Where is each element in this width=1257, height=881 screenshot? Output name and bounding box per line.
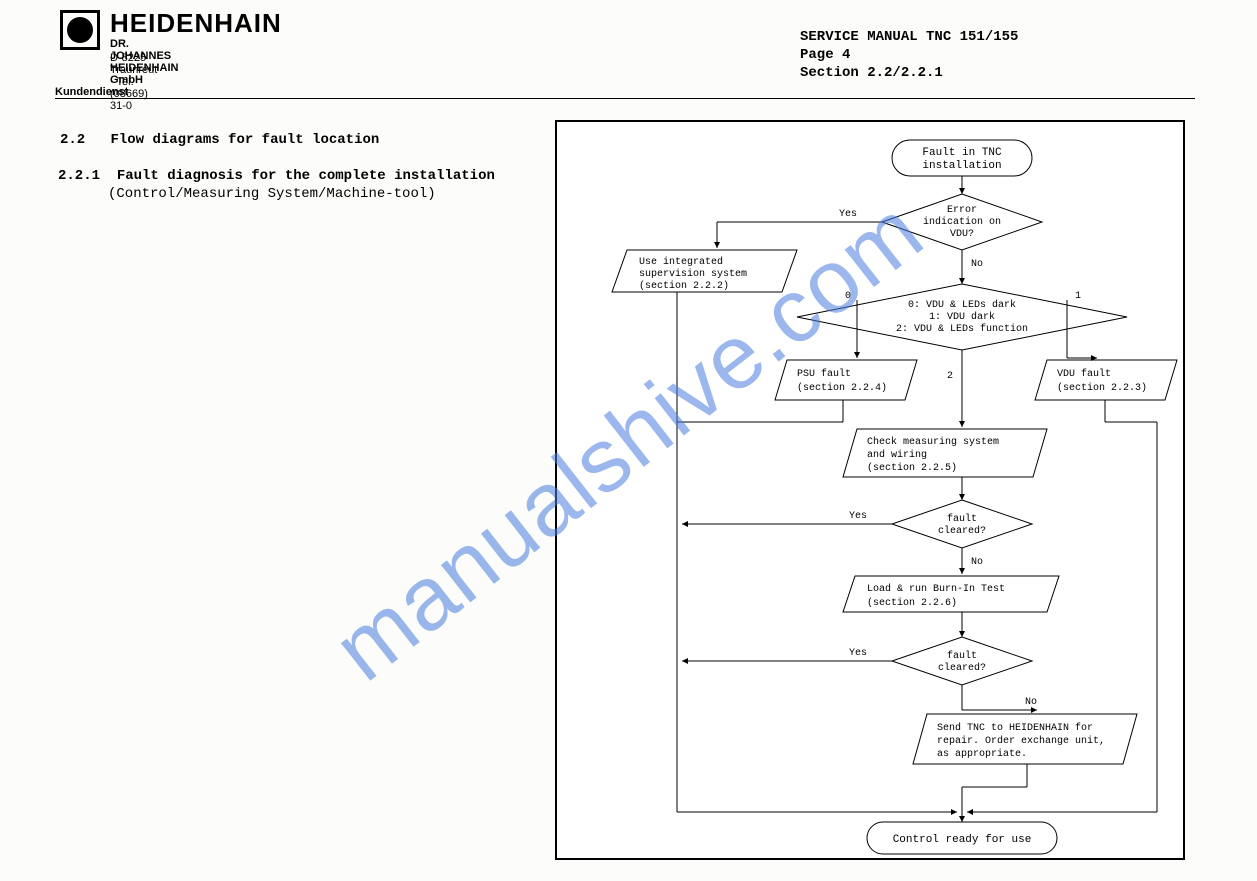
page: HEIDENHAIN DR. JOHANNES HEIDENHAIN GmbH … <box>0 0 1257 881</box>
svg-text:repair. Order exchange unit,: repair. Order exchange unit, <box>937 735 1105 747</box>
svg-text:Fault in TNC: Fault in TNC <box>922 147 1002 159</box>
svg-text:Error: Error <box>947 205 977 216</box>
svg-text:(section 2.2.4): (section 2.2.4) <box>797 382 887 394</box>
heading-2-2: 2.2 Flow diagrams for fault location <box>60 132 379 148</box>
node-dec-fault-cleared-1: fault cleared? <box>892 500 1032 548</box>
svg-text:No: No <box>971 557 983 568</box>
svg-text:cleared?: cleared? <box>938 662 986 674</box>
node-check-measuring: Check measuring system and wiring (secti… <box>843 429 1047 477</box>
svg-text:installation: installation <box>922 160 1001 172</box>
heading-num: 2.2 <box>60 132 85 148</box>
company-address: D-8225 Traunreut · Tel. (08669) 31-0 <box>110 52 157 112</box>
svg-text:Load & run Burn-In Test: Load & run Burn-In Test <box>867 583 1005 595</box>
svg-text:fault: fault <box>947 650 977 662</box>
svg-text:Yes: Yes <box>849 648 867 659</box>
heading-text: Flow diagrams for fault location <box>110 132 379 148</box>
svg-text:Yes: Yes <box>839 209 857 220</box>
node-psu-fault: PSU fault (section 2.2.4) <box>775 360 917 400</box>
svg-text:2: 2 <box>947 371 953 382</box>
node-burn-in: Load & run Burn-In Test (section 2.2.6) <box>843 576 1059 612</box>
flowchart: Fault in TNC installation Error indicati… <box>557 122 1187 862</box>
svg-text:(section 2.2.6): (section 2.2.6) <box>867 597 957 609</box>
doc-meta: SERVICE MANUAL TNC 151/155 Page 4 Sectio… <box>800 28 1018 83</box>
svg-text:fault: fault <box>947 513 977 525</box>
svg-text:No: No <box>1025 697 1037 708</box>
doc-section: Section 2.2/2.2.1 <box>800 64 1018 82</box>
logo-icon <box>60 10 100 50</box>
header-divider <box>55 98 1195 99</box>
node-vdu-fault: VDU fault (section 2.2.3) <box>1035 360 1177 400</box>
node-start: Fault in TNC installation <box>892 140 1032 176</box>
node-dec-error-vdu: Error indication on VDU? <box>882 194 1042 250</box>
node-send-tnc: Send TNC to HEIDENHAIN for repair. Order… <box>913 714 1137 764</box>
svg-text:2: VDU & LEDs function: 2: VDU & LEDs function <box>896 323 1028 335</box>
svg-text:(section 2.2.5): (section 2.2.5) <box>867 462 957 474</box>
svg-text:VDU?: VDU? <box>950 229 974 240</box>
svg-text:Yes: Yes <box>849 511 867 522</box>
node-supervision: Use integrated supervision system (secti… <box>612 250 797 292</box>
svg-text:as appropriate.: as appropriate. <box>937 748 1027 760</box>
svg-text:0: VDU & LEDs dark: 0: VDU & LEDs dark <box>908 299 1016 311</box>
node-dec-fault-cleared-2: fault cleared? <box>892 637 1032 685</box>
heading-2-2-1: 2.2.1 Fault diagnosis for the complete i… <box>58 168 495 184</box>
doc-title: SERVICE MANUAL TNC 151/155 <box>800 28 1018 46</box>
svg-text:PSU fault: PSU fault <box>797 368 851 380</box>
svg-text:indication on: indication on <box>923 216 1001 228</box>
svg-text:No: No <box>971 259 983 270</box>
svg-text:(section 2.2.2): (section 2.2.2) <box>639 280 729 292</box>
flowchart-frame: Fault in TNC installation Error indicati… <box>555 120 1185 860</box>
svg-text:1: 1 <box>1075 291 1081 302</box>
svg-text:0: 0 <box>845 291 851 302</box>
heading-text: Fault diagnosis for the complete install… <box>117 168 495 184</box>
doc-page: Page 4 <box>800 46 1018 64</box>
svg-text:(section 2.2.3): (section 2.2.3) <box>1057 382 1147 394</box>
brand-name: HEIDENHAIN <box>110 8 282 39</box>
svg-text:supervision system: supervision system <box>639 268 747 280</box>
svg-text:VDU fault: VDU fault <box>1057 368 1111 380</box>
svg-text:and wiring: and wiring <box>867 449 927 461</box>
svg-text:1: VDU dark: 1: VDU dark <box>929 311 995 323</box>
svg-text:Use integrated: Use integrated <box>639 256 723 268</box>
svg-text:Check measuring system: Check measuring system <box>867 436 999 448</box>
heading-2-2-1-sub: (Control/Measuring System/Machine-tool) <box>108 186 436 202</box>
svg-text:Send TNC to HEIDENHAIN for: Send TNC to HEIDENHAIN for <box>937 722 1093 734</box>
heading-num: 2.2.1 <box>58 168 100 184</box>
node-end: Control ready for use <box>867 822 1057 854</box>
department-label: Kundendienst <box>55 86 128 98</box>
svg-text:cleared?: cleared? <box>938 525 986 537</box>
svg-text:Control ready for use: Control ready for use <box>893 834 1032 846</box>
